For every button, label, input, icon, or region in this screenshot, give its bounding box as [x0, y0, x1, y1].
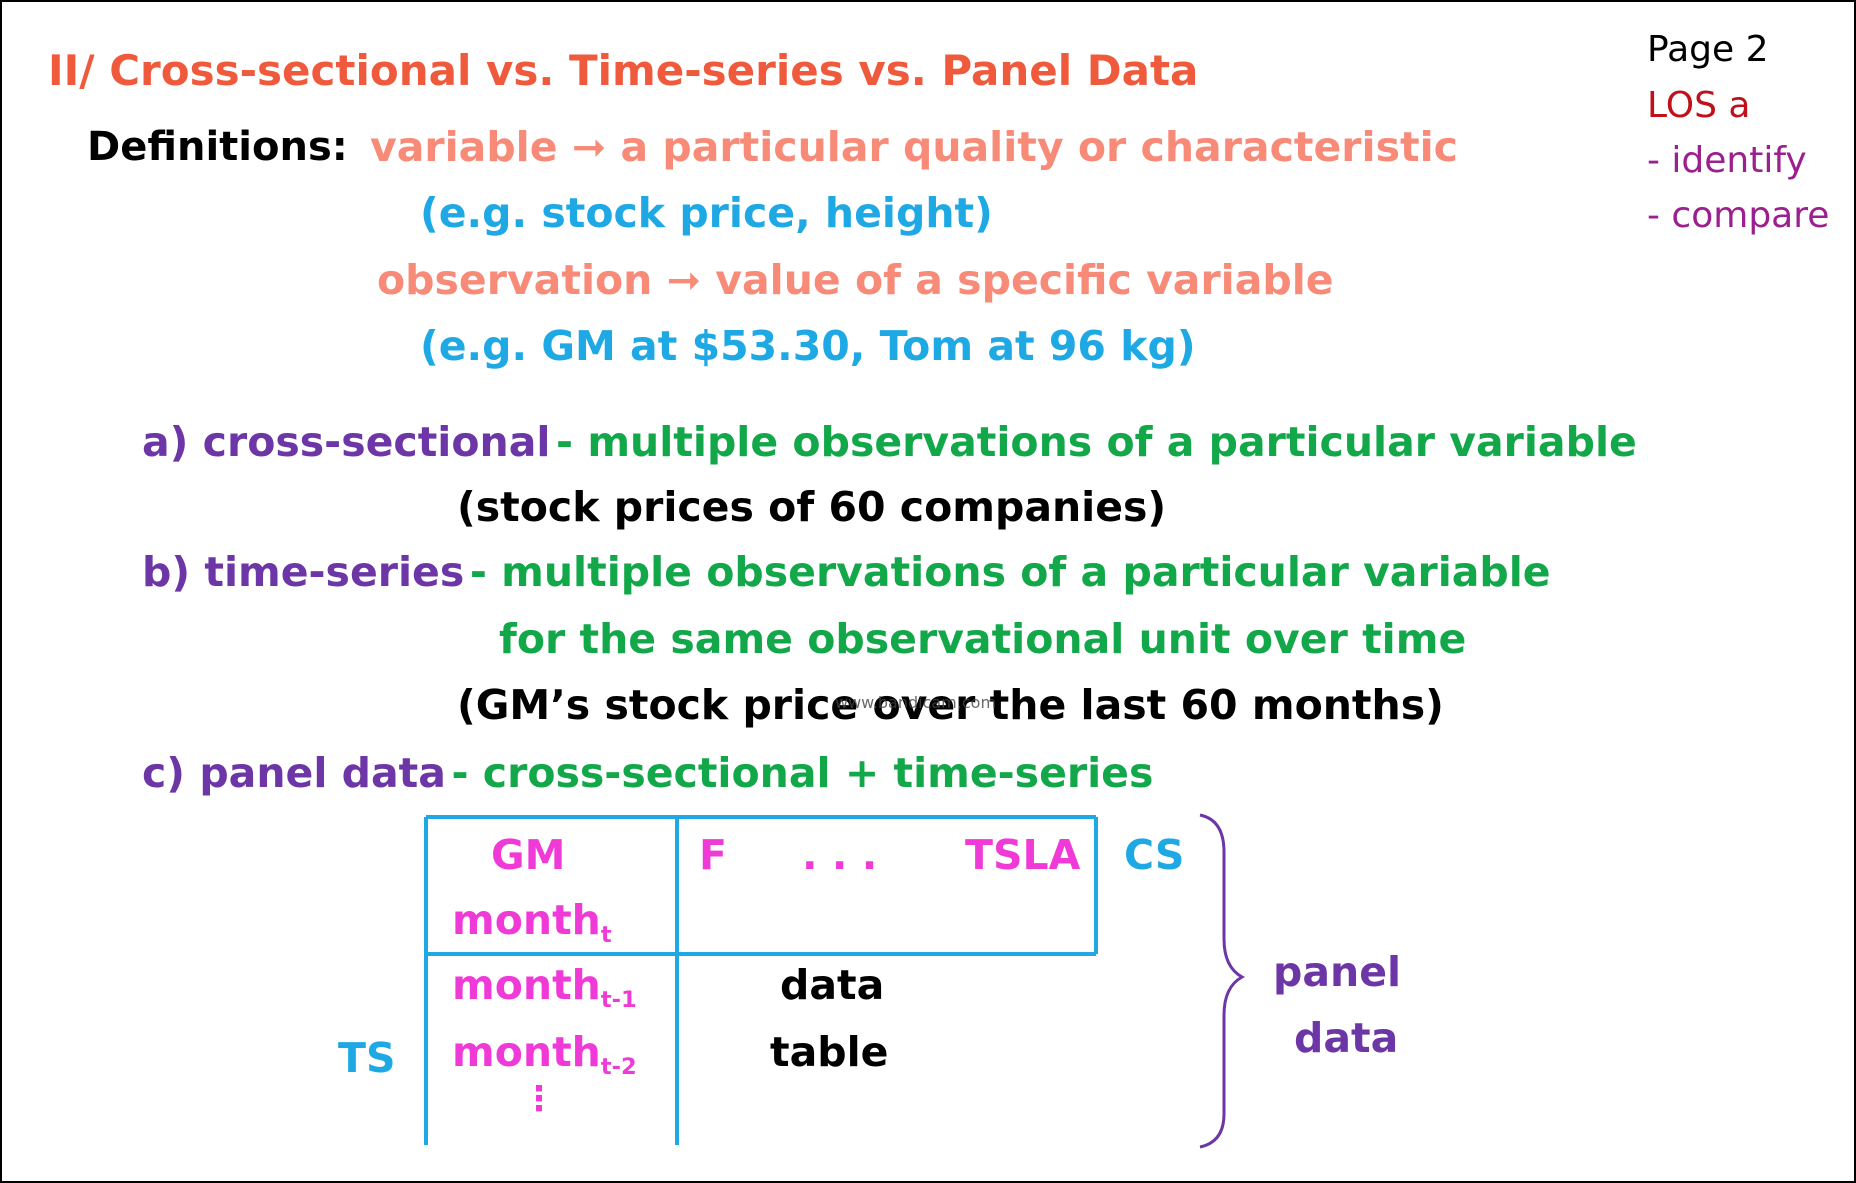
- definitions-label: Definitions:: [87, 124, 348, 170]
- time-series-line: b) time-series - multiple observations o…: [142, 552, 1551, 593]
- panel-data-description: - cross-sectional + time-series: [451, 749, 1154, 797]
- cs-label: CS: [1124, 831, 1185, 879]
- table-header-f: F: [699, 831, 728, 879]
- ts-label: TS: [338, 1034, 396, 1082]
- table-header-gm: GM: [491, 831, 566, 879]
- panel-label: panel: [1273, 948, 1402, 996]
- slide-title: II/ Cross-sectional vs. Time-series vs. …: [48, 46, 1199, 95]
- cross-sectional-example: (stock prices of 60 companies): [457, 483, 1167, 531]
- los-bullet-identify: - identify: [1647, 140, 1807, 181]
- los-bullet-compare: - compare: [1647, 195, 1830, 236]
- panel-data-line: c) panel data - cross-sectional + time-s…: [142, 753, 1153, 794]
- variable-example: (e.g. stock price, height): [420, 189, 993, 237]
- table-cell-data: data: [780, 961, 885, 1009]
- watermark: www.bandicam.com: [835, 693, 997, 712]
- panel-data-label: c) panel data: [142, 749, 446, 797]
- row-month-t-2: montht-2: [452, 1028, 637, 1080]
- panel-data-label-word: data: [1294, 1014, 1399, 1062]
- table-header-tsla: TSLA: [965, 831, 1081, 879]
- los-label: LOS a: [1647, 85, 1751, 126]
- cross-sectional-label: a) cross-sectional: [142, 418, 551, 466]
- cross-sectional-line: a) cross-sectional - multiple observatio…: [142, 422, 1637, 463]
- table-cell-table: table: [770, 1028, 889, 1076]
- row-month-t-1: montht-1: [452, 961, 637, 1013]
- row-vertical-ellipsis: ⋮: [522, 1079, 556, 1119]
- row-month-t: montht: [452, 896, 612, 948]
- panel-brace: [1199, 813, 1246, 1149]
- observation-example: (e.g. GM at $53.30, Tom at 96 kg): [420, 322, 1196, 370]
- cross-sectional-description: - multiple observations of a particular …: [556, 418, 1637, 466]
- page-number: Page 2: [1647, 29, 1769, 70]
- time-series-description-continued: for the same observational unit over tim…: [499, 615, 1467, 663]
- observation-definition: observation ➞ value of a specific variab…: [377, 256, 1334, 304]
- table-header-dots: . . .: [802, 831, 878, 879]
- time-series-description: - multiple observations of a particular …: [469, 548, 1551, 596]
- time-series-example: (GM’s stock price over the last 60 month…: [457, 681, 1444, 729]
- variable-definition: variable ➞ a particular quality or chara…: [370, 123, 1458, 171]
- time-series-label: b) time-series: [142, 548, 465, 596]
